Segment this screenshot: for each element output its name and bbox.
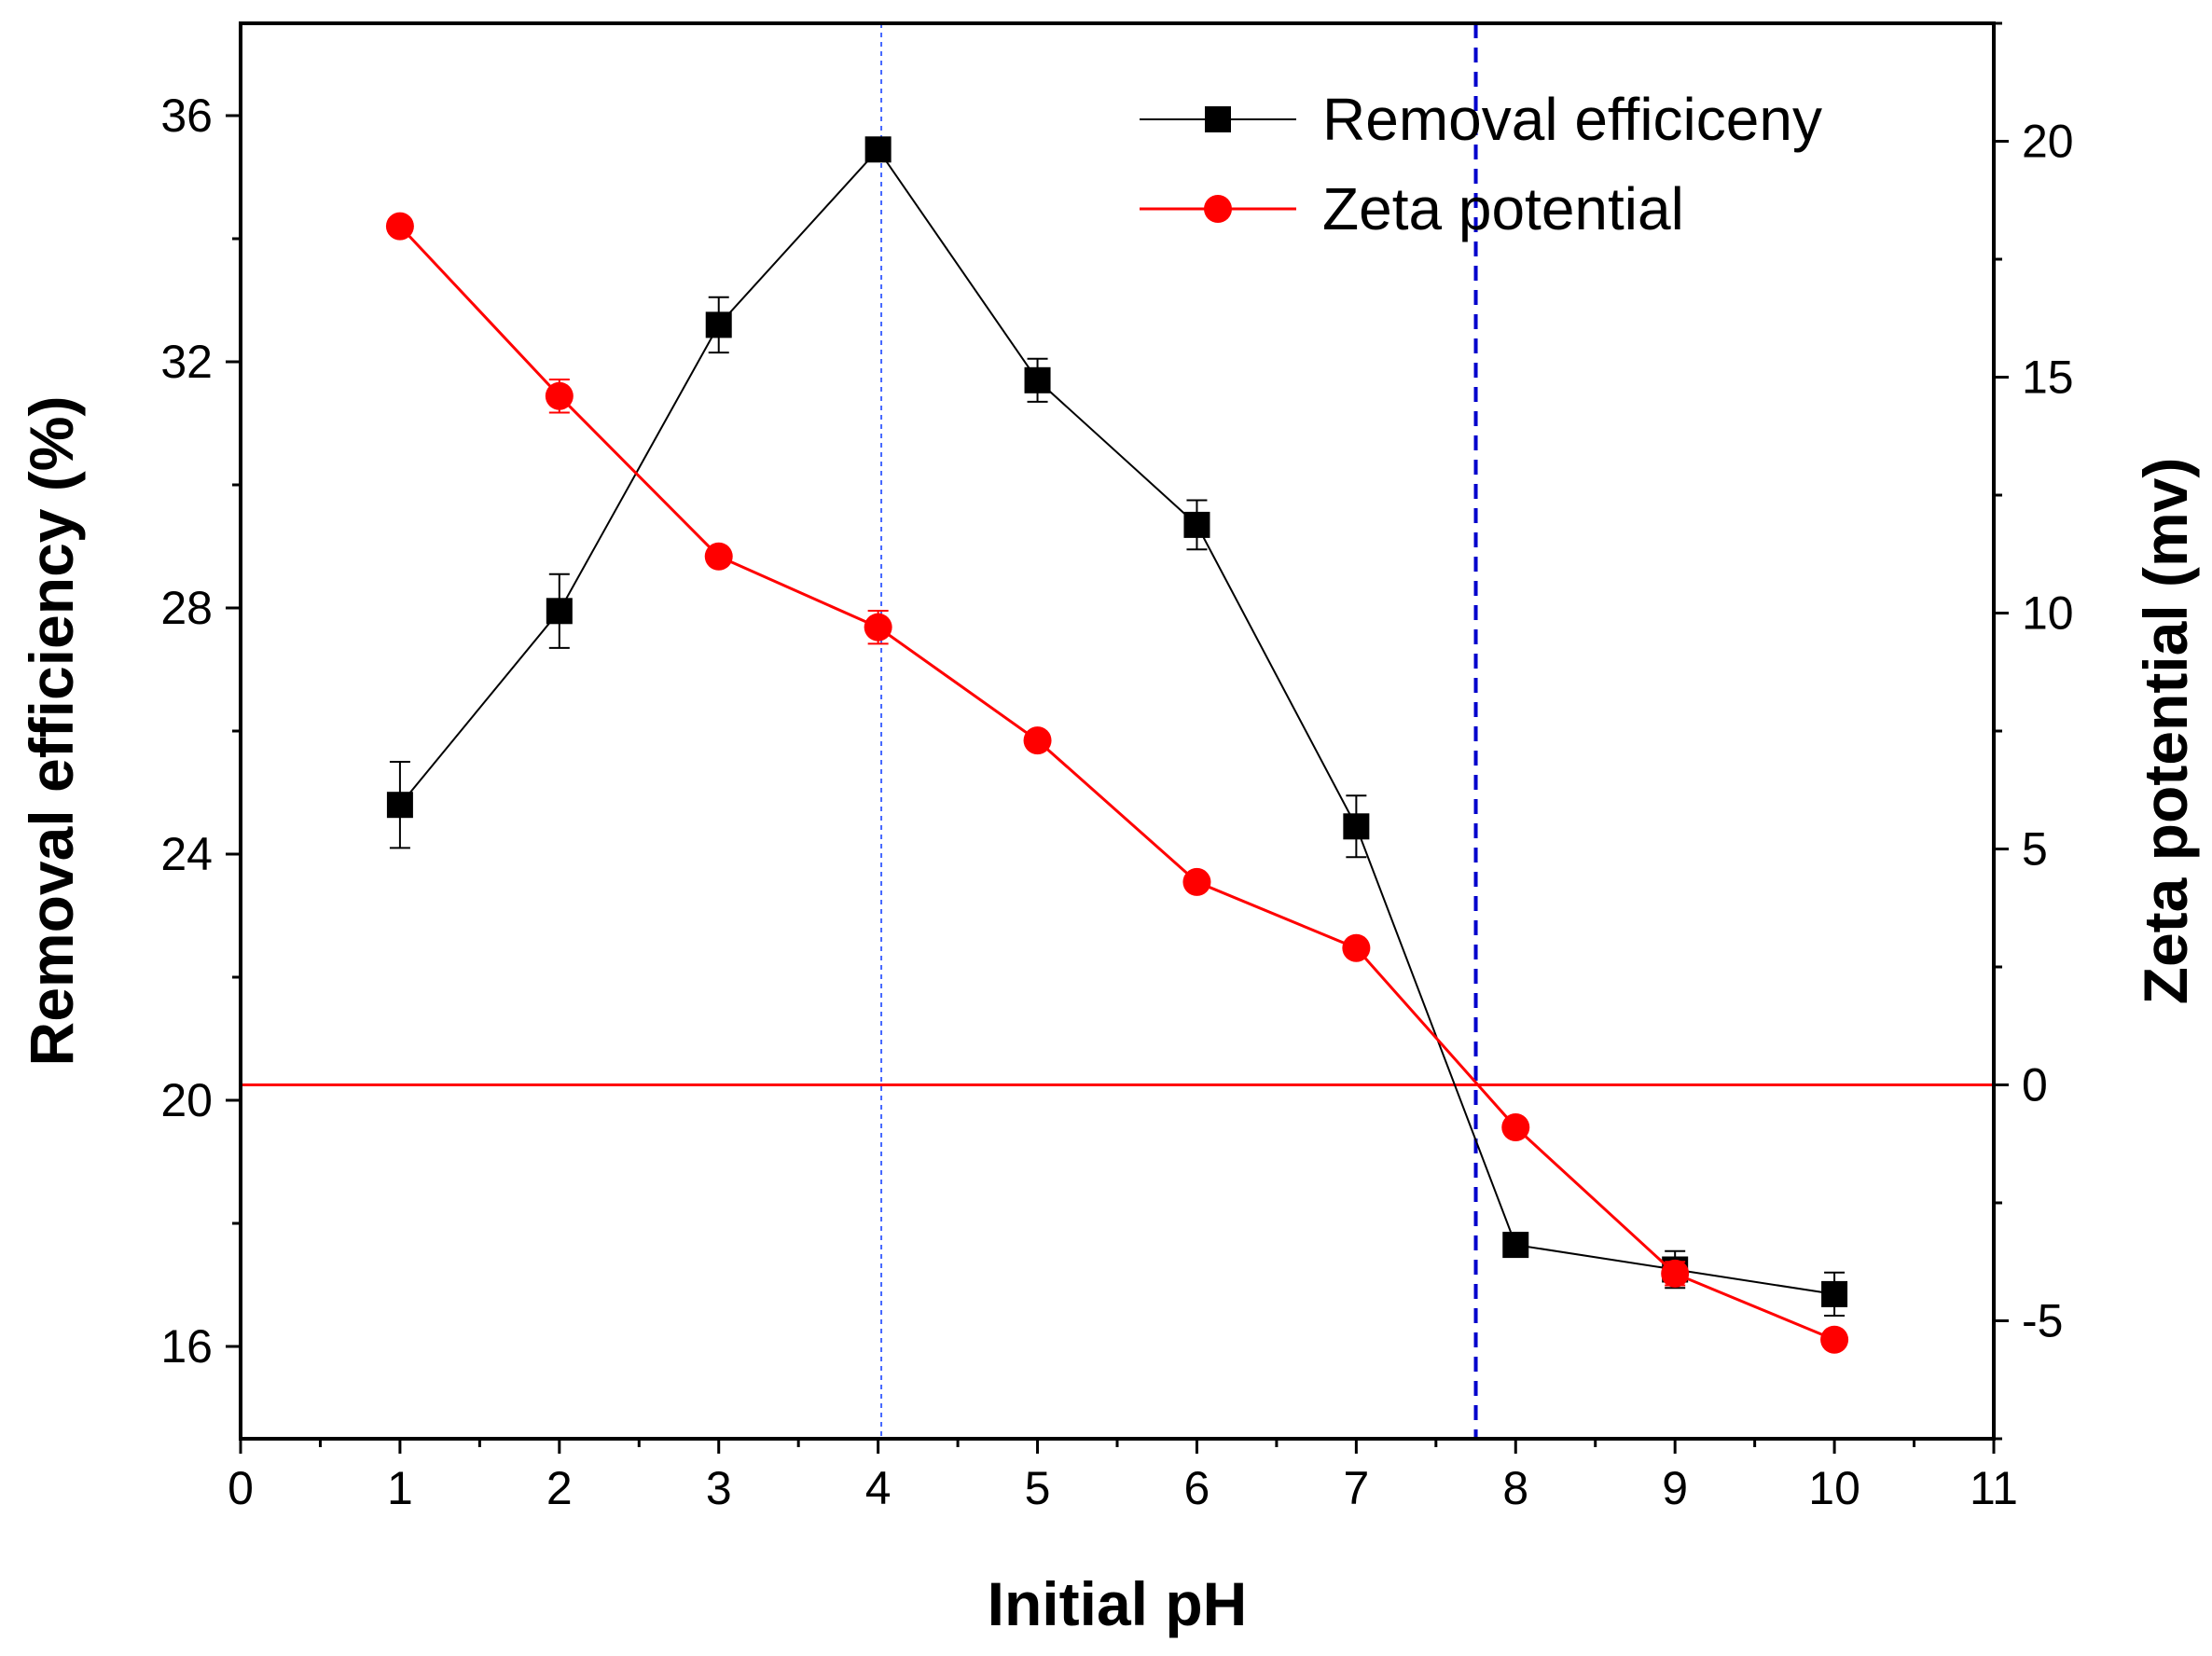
x-tick-label: 1 [387, 1462, 413, 1514]
y-left-axis-title: Removal efficiency (%) [17, 396, 86, 1067]
axes-layer: 0 1 2 3 4 5 6 7 8 9 10 11 16 20 24 28 32 36 -5 0 5 10 15 20 [160, 21, 2074, 1514]
data-point-zeta [704, 542, 733, 571]
y-right-axis-title: Zeta potential (mv) [2131, 458, 2200, 1005]
data-point-removal [705, 311, 732, 338]
legend-label-removal: Removal efficiceny [1322, 86, 1822, 153]
data-point-removal [1343, 813, 1370, 840]
data-point-removal [1821, 1280, 1848, 1307]
y-left-tick-label: 24 [160, 828, 213, 880]
data-point-removal [546, 598, 573, 625]
y-right-tick-label: -5 [2022, 1295, 2063, 1347]
y-left-tick-label: 36 [160, 90, 213, 142]
y-right-tick-label: 0 [2022, 1059, 2048, 1111]
y-left-tick-label: 32 [160, 336, 213, 388]
legend-marker-circle [1204, 195, 1232, 223]
series-layer [385, 136, 1849, 1354]
y-left-tick-label: 28 [160, 582, 213, 634]
x-tick-label: 2 [546, 1462, 573, 1514]
series-line-removal [399, 147, 1835, 1295]
data-point-zeta [385, 212, 414, 241]
x-tick-label: 11 [1970, 1462, 2018, 1514]
legend-marker-square [1205, 106, 1231, 132]
data-point-zeta [1661, 1259, 1690, 1288]
y-left-tick-label: 16 [160, 1320, 213, 1373]
data-point-removal [1024, 366, 1051, 393]
x-tick-label: 7 [1343, 1462, 1369, 1514]
data-point-removal [1183, 511, 1210, 538]
x-tick-label: 0 [228, 1462, 254, 1514]
data-point-zeta [1501, 1113, 1530, 1142]
legend-label-zeta: Zeta potential [1322, 175, 1684, 242]
x-tick-label: 10 [1808, 1462, 1860, 1514]
y-right-tick-label: 5 [2022, 823, 2048, 876]
reference-lines [241, 23, 1994, 1439]
data-point-zeta [1182, 867, 1211, 896]
y-right-tick-label: 20 [2022, 116, 2074, 168]
data-point-removal [1502, 1232, 1529, 1259]
legend: Removal efficiceny Zeta potential [1140, 86, 1822, 242]
x-tick-label: 3 [706, 1462, 732, 1514]
plot-area-frame [239, 21, 1996, 1441]
y-left-tick-label: 20 [160, 1074, 213, 1126]
x-axis-title: Initial pH [988, 1569, 1248, 1638]
data-point-removal [386, 792, 413, 819]
x-tick-label: 9 [1662, 1462, 1688, 1514]
data-point-zeta [1342, 933, 1371, 962]
data-point-zeta [545, 381, 574, 410]
data-point-zeta [1820, 1325, 1849, 1354]
series-line-zeta [398, 225, 1835, 1342]
x-tick-label: 6 [1184, 1462, 1210, 1514]
data-point-removal [864, 136, 892, 163]
x-tick-label: 5 [1025, 1462, 1051, 1514]
y-right-tick-label: 10 [2022, 587, 2074, 640]
x-tick-label: 8 [1502, 1462, 1528, 1514]
data-point-zeta [864, 613, 892, 642]
data-point-zeta [1023, 726, 1052, 755]
y-right-tick-label: 15 [2022, 352, 2074, 404]
x-tick-label: 4 [865, 1462, 892, 1514]
